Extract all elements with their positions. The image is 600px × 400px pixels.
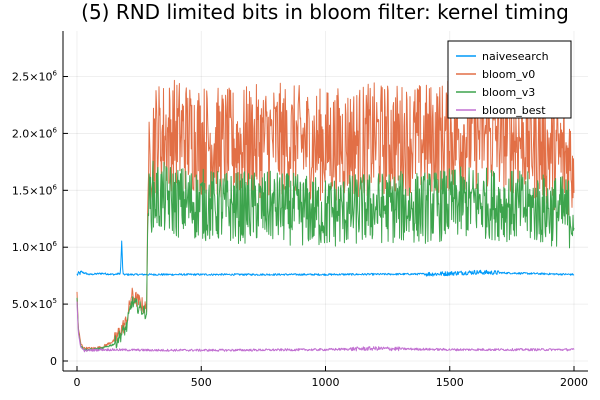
legend-box	[447, 40, 572, 119]
series-line-bloom-v3	[76, 160, 575, 352]
series-line-bloom-best	[76, 301, 575, 353]
legend-label: bloom_best	[482, 104, 546, 117]
y-tick-label-base: 2.5×10	[12, 71, 53, 84]
x-tick-label: 0	[74, 376, 81, 389]
legend: naivesearch bloom_v0 bloom_v3 bloom_best	[447, 40, 572, 119]
x-tick-label: 2000	[560, 376, 588, 389]
y-tick-label-exponent: 5	[53, 297, 57, 305]
y-tick-label-exponent: 6	[53, 240, 58, 248]
y-tick-label: 5.0×105	[12, 297, 57, 311]
y-tick-label: 2.5×106	[12, 70, 58, 84]
legend-label: naivesearch	[482, 50, 549, 63]
y-tick-label: 1.0×106	[12, 240, 58, 254]
y-tick-label-base: 2.0×10	[12, 127, 53, 140]
y-tick-label-base: 0	[50, 355, 57, 368]
y-tick-label: 1.5×106	[12, 183, 58, 197]
x-tick-label: 1000	[312, 376, 340, 389]
legend-label: bloom_v0	[482, 68, 535, 81]
x-tick-label: 1500	[436, 376, 464, 389]
tick-labels: 0 500 1000 1500 200005.0×1051.0×1061.5×1062.…	[12, 70, 588, 389]
plot-series	[76, 78, 575, 353]
y-tick-label-exponent: 6	[53, 70, 58, 78]
y-tick-label-exponent: 6	[53, 126, 58, 134]
y-tick-label-base: 1.0×10	[12, 241, 53, 254]
x-tick-label: 500	[191, 376, 212, 389]
legend-label: bloom_v3	[482, 86, 535, 99]
y-tick-label-base: 5.0×10	[12, 298, 53, 311]
y-tick-label: 0	[50, 355, 57, 368]
chart-title: (5) RND limited bits in bloom filter: ke…	[81, 0, 569, 24]
series-line-bloom-v0	[76, 78, 575, 351]
y-tick-label: 2.0×106	[12, 126, 58, 140]
y-tick-label-base: 1.5×10	[12, 184, 53, 197]
series-line-naivesearch	[76, 240, 575, 277]
y-tick-label-exponent: 6	[53, 183, 58, 191]
